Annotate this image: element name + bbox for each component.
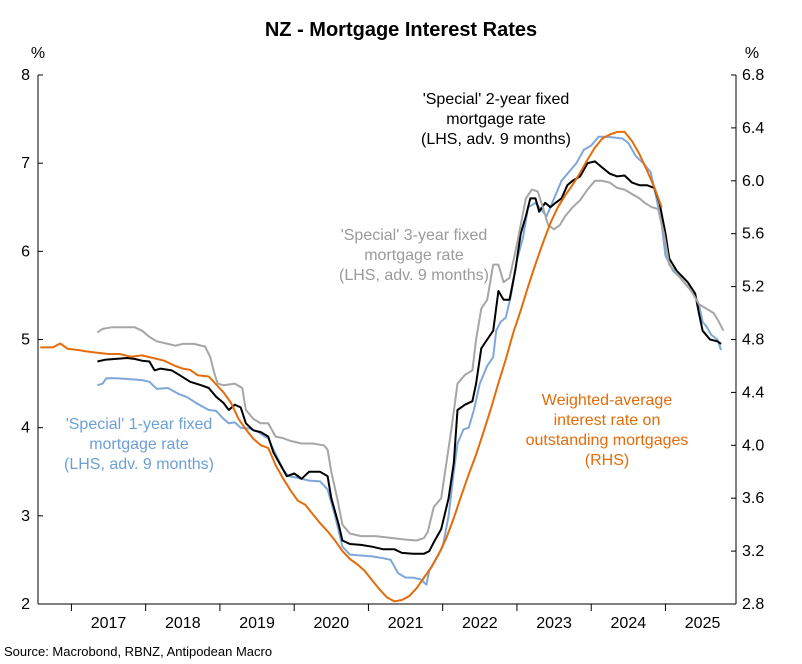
right-tick-label: 4.8	[742, 332, 764, 349]
x-tick-label: 2024	[611, 615, 647, 632]
series-lines	[40, 130, 725, 603]
right-tick-label: 6.8	[742, 67, 764, 84]
right-tick-label: 2.8	[742, 596, 764, 613]
left-tick-label: 8	[21, 67, 30, 84]
series-label-s4: interest rate on	[554, 412, 661, 429]
right-tick-label: 3.2	[742, 543, 764, 560]
series-label-s4: outstanding mortgages	[526, 432, 689, 449]
x-tick-label: 2025	[685, 615, 721, 632]
right-tick-label: 4.4	[742, 384, 764, 401]
x-tick-label: 2022	[462, 615, 498, 632]
x-tick-label: 2020	[314, 615, 350, 632]
x-tick-label: 2021	[388, 615, 424, 632]
left-tick-label: 2	[21, 596, 30, 613]
right-tick-label: 6.0	[742, 173, 764, 190]
source-note: Source: Macrobond, RBNZ, Antipodean Macr…	[4, 644, 272, 659]
right-tick-label: 4.0	[742, 437, 764, 454]
right-axis-unit: %	[745, 45, 759, 62]
chart-title: NZ - Mortgage Interest Rates	[265, 19, 537, 41]
left-tick-label: 6	[21, 243, 30, 260]
right-tick-label: 3.6	[742, 490, 764, 507]
x-tick-label: 2018	[165, 615, 201, 632]
series-line-s2	[97, 160, 722, 555]
series-label-s2: 'Special' 2-year fixed	[423, 91, 570, 108]
right-tick-label: 6.4	[742, 120, 764, 137]
series-label-s1: 'Special' 1-year fixed	[66, 416, 213, 433]
x-tick-label: 2023	[536, 615, 572, 632]
series-label-s3: 'Special' 3-year fixed	[341, 227, 488, 244]
series-label-s2: mortgage rate	[446, 111, 546, 128]
left-axis-unit: %	[31, 45, 45, 62]
series-label-s3: (LHS, adv. 9 months)	[339, 267, 489, 284]
series-label-s4: Weighted-average	[542, 392, 673, 409]
series-label-s3: mortgage rate	[364, 247, 464, 264]
series-label-s1: mortgage rate	[89, 436, 189, 453]
series-labels: 'Special' 1-year fixed mortgage rate (LHS,…	[64, 91, 688, 473]
series-label-s4: (RHS)	[585, 452, 629, 469]
series-line-s4	[40, 130, 663, 603]
right-tick-label: 5.2	[742, 279, 764, 296]
series-line-s3	[96, 179, 725, 542]
left-tick-label: 5	[21, 332, 30, 349]
right-tick-label: 5.6	[742, 226, 764, 243]
left-tick-label: 7	[21, 155, 30, 172]
x-tick-label: 2019	[239, 615, 275, 632]
series-line-s1	[97, 135, 723, 586]
x-tick-label: 2017	[91, 615, 127, 632]
series-label-s1: (LHS, adv. 9 months)	[64, 456, 214, 473]
series-label-s2: (LHS, adv. 9 months)	[421, 131, 571, 148]
left-tick-label: 3	[21, 508, 30, 525]
axes: 2 3 4 5 6 7 8 2.8 3.2 3.6 4.0 4.4 4.8 5.2 5.6 6.0 6.4 6.8…	[21, 67, 764, 632]
left-tick-label: 4	[21, 420, 30, 437]
